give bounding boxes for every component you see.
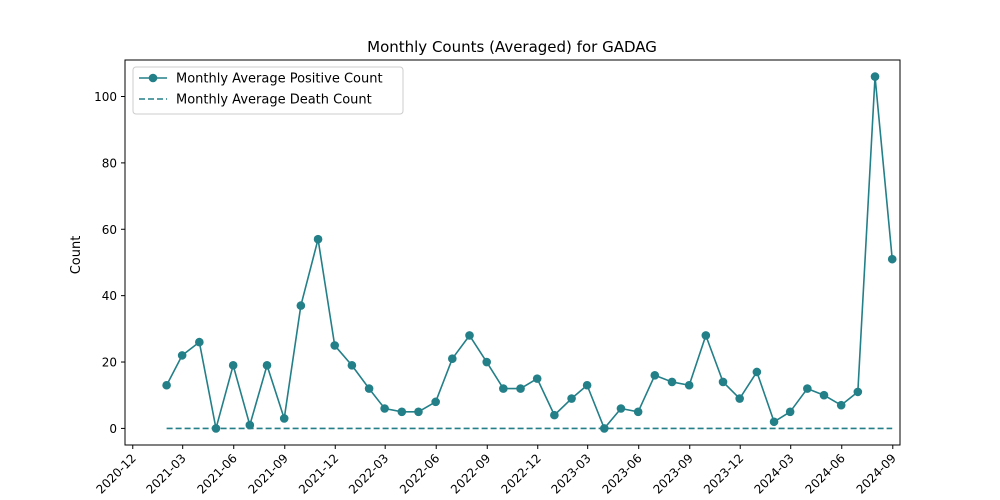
positive-count-point <box>701 331 711 340</box>
positive-count-point <box>296 301 306 310</box>
x-tick-label: 2023-09 <box>651 451 696 496</box>
positive-count-point <box>414 407 423 417</box>
positive-count-point <box>347 361 357 370</box>
positive-count-point <box>431 397 440 407</box>
positive-count-point <box>752 367 762 377</box>
x-tick-label: 2023-06 <box>599 451 644 496</box>
positive-count-point <box>482 357 492 367</box>
x-tick-label: 2022-09 <box>448 451 493 496</box>
y-tick-label: 0 <box>109 422 117 436</box>
positive-count-point <box>803 384 812 393</box>
positive-count-point <box>448 354 457 364</box>
positive-count-line <box>165 75 894 430</box>
positive-count-point <box>650 371 660 380</box>
positive-count-point <box>887 254 897 264</box>
positive-count-point <box>532 374 542 383</box>
y-tick-label: 100 <box>94 90 117 104</box>
x-tick-label: 2020-12 <box>94 451 139 496</box>
positive-count-point <box>279 414 289 423</box>
legend-marker-positive <box>148 73 158 83</box>
positive-count-point <box>718 377 728 387</box>
positive-count-point <box>853 387 863 397</box>
positive-count-point <box>567 394 576 403</box>
positive-count-point <box>245 420 255 430</box>
legend-label-death: Monthly Average Death Count <box>176 93 372 108</box>
legend-label-positive: Monthly Average Positive Count <box>176 72 383 87</box>
positive-count-point <box>769 417 779 427</box>
positive-count-point <box>582 380 592 390</box>
positive-count-point <box>177 351 187 360</box>
x-tick-label: 2024-03 <box>751 451 796 496</box>
positive-count-point <box>195 337 204 347</box>
y-tick-label: 20 <box>102 356 117 370</box>
x-tick-label: 2024-06 <box>803 451 848 496</box>
x-tick-label: 2023-03 <box>548 451 593 496</box>
positive-count-point <box>364 384 374 393</box>
legend: Monthly Average Positive Count Monthly Av… <box>132 66 404 115</box>
positive-count-point <box>550 410 559 420</box>
positive-count-point <box>516 384 525 393</box>
positive-count-point <box>616 404 626 413</box>
plot-frame <box>124 59 901 446</box>
positive-count-point <box>735 394 744 403</box>
positive-count-point <box>465 331 474 340</box>
positive-count-point <box>397 407 407 417</box>
positive-count-point <box>819 390 829 400</box>
x-tick-label: 2021-03 <box>143 451 188 496</box>
chart-title: Monthly Counts (Averaged) for GADAG <box>367 38 657 56</box>
positive-count-point <box>870 72 880 81</box>
x-tick-label: 2021-12 <box>296 451 341 496</box>
positive-count-point <box>633 407 643 417</box>
positive-count-point <box>262 361 272 370</box>
x-tick-label: 2022-12 <box>499 451 544 496</box>
y-tick-label: 80 <box>102 156 117 170</box>
legend-box <box>132 66 404 115</box>
plot-area <box>162 72 897 433</box>
positive-count-point <box>836 400 846 410</box>
positive-count-point <box>380 404 389 413</box>
positive-count-point <box>313 234 323 244</box>
x-tick-label: 2022-06 <box>397 451 442 496</box>
positive-count-point <box>330 341 339 350</box>
positive-count-point <box>499 384 508 393</box>
positive-count-point <box>228 361 238 370</box>
y-tick-label: 60 <box>102 223 117 237</box>
x-tick-label: 2024-09 <box>854 451 899 496</box>
positive-count-point <box>162 380 171 390</box>
positive-count-point <box>785 407 795 417</box>
x-tick-label: 2022-03 <box>346 451 391 496</box>
x-tick-label: 2021-09 <box>246 451 291 496</box>
x-tick-label: 2023-12 <box>701 451 746 496</box>
y-tick-label: 40 <box>102 289 117 303</box>
x-tick-label: 2021-06 <box>195 451 240 496</box>
y-axis-label: Count <box>69 236 84 275</box>
positive-count-point <box>667 377 677 387</box>
positive-count-point <box>684 380 694 390</box>
